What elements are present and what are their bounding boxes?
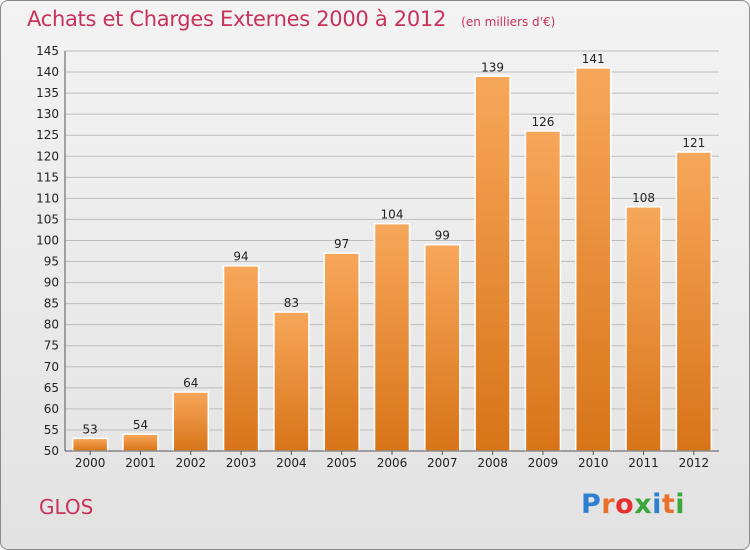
data-label-2008: 139	[481, 60, 504, 74]
y-tick-label: 85	[44, 297, 59, 311]
bar-2011	[625, 206, 662, 452]
data-label-2009: 126	[531, 115, 554, 129]
logo-letter: o	[615, 489, 635, 520]
data-label-2003: 94	[233, 250, 248, 264]
commune-name: GLOS	[39, 495, 94, 519]
data-label-2006: 104	[381, 208, 404, 222]
x-tick-label: 2002	[175, 456, 206, 470]
chart-header: Achats et Charges Externes 2000 à 2012 (…	[27, 7, 555, 31]
bar-2010	[574, 67, 612, 452]
y-tick-label: 80	[44, 318, 59, 332]
y-tick-label: 70	[44, 360, 59, 374]
x-tick-label: 2006	[377, 456, 408, 470]
bar-2006	[373, 222, 411, 452]
y-tick-label: 60	[44, 402, 59, 416]
bar-2001	[122, 433, 159, 452]
y-tick-label: 50	[44, 444, 59, 458]
x-tick-label: 2007	[427, 456, 458, 470]
logo-letter: t	[661, 489, 676, 520]
y-tick-label: 90	[44, 276, 59, 290]
bar-2003	[222, 264, 260, 452]
bar-2009	[524, 130, 562, 452]
y-tick-label: 75	[44, 339, 59, 353]
x-tick-label: 2010	[578, 456, 609, 470]
x-tick-label: 2009	[528, 456, 559, 470]
bar-2008	[474, 75, 511, 452]
data-labels: 53 54 64 94 83 97 104 99 139 126 141 108 121	[83, 52, 706, 437]
logo-letter: x	[634, 489, 653, 520]
y-tick-label: 120	[36, 149, 59, 163]
data-label-2007: 99	[435, 229, 450, 243]
bar-2007	[424, 243, 461, 452]
logo-letter: P	[581, 489, 602, 520]
data-label-2000: 53	[83, 422, 98, 436]
chart-unit: (en milliers d'€)	[461, 15, 556, 29]
y-tick-label: 95	[44, 255, 59, 269]
bar-2005	[323, 252, 360, 452]
x-tick-label: 2001	[125, 456, 156, 470]
y-tick-label: 115	[36, 170, 59, 184]
data-label-2011: 108	[632, 191, 655, 205]
bar-2004	[273, 311, 310, 452]
bar-2002	[172, 391, 210, 452]
logo-letter: i	[675, 489, 686, 520]
y-tick-label: 145	[36, 44, 59, 58]
x-tick-label: 2004	[276, 456, 307, 470]
data-label-2005: 97	[334, 237, 349, 251]
data-label-2004: 83	[284, 296, 299, 310]
data-label-2010: 141	[582, 52, 605, 66]
y-tick-label: 110	[36, 191, 59, 205]
logo-letter: i	[652, 489, 662, 520]
x-tick-label: 2005	[326, 456, 357, 470]
axes: 50 55 60 65 70 75 80 85 90 95 100 105 110 115 120 125 13…	[36, 44, 719, 470]
y-tick-label: 55	[44, 423, 59, 437]
x-tick-label: 2008	[477, 456, 508, 470]
x-tick-label: 2011	[628, 456, 659, 470]
bar-2012	[675, 151, 713, 452]
y-tick-label: 135	[36, 86, 59, 100]
y-tick-label: 125	[36, 128, 59, 142]
chart-title: Achats et Charges Externes 2000 à 2012	[27, 7, 447, 31]
x-tick-label: 2003	[226, 456, 257, 470]
logo-letter: r	[601, 489, 616, 520]
data-label-2001: 54	[133, 418, 148, 432]
bars	[71, 67, 713, 452]
proxiti-logo[interactable]: Proxiti	[581, 489, 685, 520]
y-tick-label: 105	[36, 212, 59, 226]
data-label-2002: 64	[183, 376, 198, 390]
y-tick-label: 130	[36, 107, 59, 121]
y-tick-label: 140	[36, 65, 59, 79]
data-label-2012: 121	[682, 136, 705, 150]
x-tick-label: 2000	[75, 456, 106, 470]
y-tick-label: 65	[44, 381, 59, 395]
bar-2000	[71, 437, 109, 452]
y-tick-label: 100	[36, 233, 59, 247]
x-tick-label: 2012	[679, 456, 710, 470]
